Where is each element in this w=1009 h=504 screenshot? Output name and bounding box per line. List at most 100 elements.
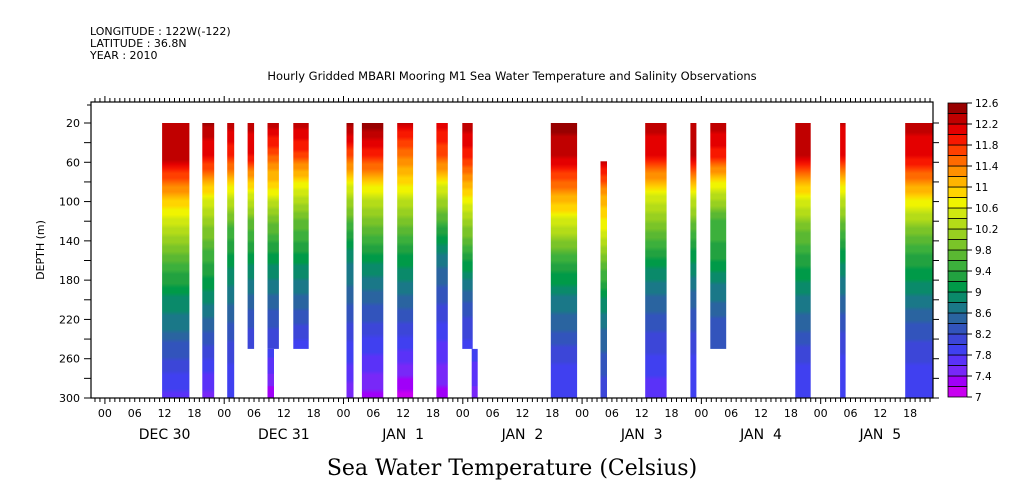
x-tick-label: 06 — [247, 407, 261, 420]
colorbar-swatch — [947, 302, 968, 314]
observation-column-obs-5a — [267, 123, 279, 349]
y-tick-label: 260 — [59, 353, 80, 366]
colorbar-label: 10.2 — [975, 224, 998, 236]
x-tick-label: 18 — [784, 407, 798, 420]
x-day-label: JAN 2 — [501, 427, 544, 443]
colorbar-label: 7.8 — [975, 350, 992, 362]
x-tick-label: 12 — [396, 407, 410, 420]
x-tick-label: 12 — [158, 407, 172, 420]
y-tick-label: 20 — [66, 117, 80, 130]
x-tick-label: 06 — [843, 407, 857, 420]
x-tick-label: 12 — [754, 407, 768, 420]
observation-column-obs-13 — [600, 161, 607, 398]
observation-column-obs-2 — [202, 123, 215, 398]
observation-column-obs-7 — [346, 123, 354, 398]
x-tick-label: 18 — [187, 407, 201, 420]
x-day-label: JAN 3 — [620, 427, 663, 443]
colorbar-label: 9.4 — [975, 266, 992, 278]
colorbar-swatch — [947, 386, 968, 398]
x-tick-label: 18 — [903, 407, 917, 420]
observation-column-obs-19 — [905, 123, 933, 398]
colorbar-label: 9 — [975, 287, 982, 299]
x-tick-label: 00 — [694, 407, 708, 420]
colorbar-swatch — [947, 323, 968, 335]
colorbar-label: 11.4 — [975, 161, 999, 173]
observation-column-obs-18 — [840, 123, 846, 398]
colorbar-swatch — [947, 375, 968, 387]
colorbar-swatch — [947, 186, 968, 198]
y-tick-label: 100 — [59, 196, 80, 209]
x-tick-label: 12 — [635, 407, 649, 420]
x-tick-label: 00 — [575, 407, 589, 420]
colorbar-label: 8.6 — [975, 308, 992, 320]
longitude-label: LONGITUDE : 122W(-122) — [90, 25, 231, 38]
colorbar-swatch — [947, 218, 968, 230]
colorbar-swatch — [947, 155, 968, 167]
observation-column-obs-16 — [710, 123, 727, 349]
observation-column-obs-6 — [293, 123, 309, 349]
colorbar-swatch — [947, 260, 968, 272]
x-tick-label: 18 — [307, 407, 321, 420]
x-tick-label: 00 — [217, 407, 231, 420]
colorbar-swatch — [947, 365, 968, 377]
colorbar-swatch — [947, 228, 968, 240]
colorbar-label: 9.8 — [975, 245, 992, 257]
x-tick-label: 06 — [724, 407, 738, 420]
x-tick-label: 00 — [456, 407, 470, 420]
latitude-label: LATITUDE : 36.8N — [90, 37, 187, 50]
x-tick-label: 12 — [277, 407, 291, 420]
colorbar-label: 12.2 — [975, 119, 998, 131]
colorbar-label: 11 — [975, 182, 988, 194]
y-axis-ticks: 20 60 100 140 180 220 260 300 — [59, 104, 939, 405]
x-tick-label: 00 — [98, 407, 112, 420]
colorbar-swatch — [947, 176, 968, 188]
y-axis-title: DEPTH (m) — [34, 220, 47, 280]
colorbar-swatch — [947, 333, 968, 345]
colorbar-swatch — [947, 344, 968, 356]
colorbar-swatch — [947, 197, 968, 209]
y-tick-label: 180 — [59, 274, 80, 287]
colorbar-label: 8.2 — [975, 329, 992, 341]
x-day-label: DEC 30 — [139, 427, 191, 443]
x-tick-label: 06 — [486, 407, 500, 420]
observation-column-obs-11a — [462, 123, 473, 349]
observation-column-obs-1 — [162, 123, 190, 398]
x-tick-label: 18 — [665, 407, 679, 420]
x-day-label: JAN 5 — [858, 427, 901, 443]
colorbar-swatch — [947, 312, 968, 324]
colorbar-swatch — [947, 123, 968, 135]
colorbar-swatch — [947, 113, 968, 125]
colorbar-label: 11.8 — [975, 140, 998, 152]
x-day-label: JAN 4 — [739, 427, 782, 443]
colorbar-swatch — [947, 102, 968, 114]
colorbar-swatch — [947, 291, 968, 303]
observation-column-obs-15 — [690, 123, 697, 398]
x-tick-label: 06 — [128, 407, 142, 420]
x-tick-label: 00 — [337, 407, 351, 420]
observation-column-obs-5b — [267, 348, 274, 398]
data-layer — [162, 123, 933, 398]
y-tick-label: 60 — [66, 156, 80, 169]
x-tick-label: 18 — [426, 407, 440, 420]
colorbar-label: 12.6 — [975, 98, 999, 110]
colorbar-swatch — [947, 134, 968, 146]
observation-column-obs-8 — [361, 123, 384, 398]
colorbar-swatch — [947, 281, 968, 293]
colorbar-swatch — [947, 249, 968, 261]
y-tick-label: 300 — [59, 392, 80, 405]
colorbar-swatch — [947, 270, 968, 282]
colorbar-label: 10.6 — [975, 203, 999, 215]
colorbar-swatch — [947, 354, 968, 366]
x-tick-label: 12 — [515, 407, 529, 420]
observation-column-obs-17 — [795, 123, 811, 398]
y-tick-label: 220 — [59, 313, 80, 326]
observation-column-obs-4 — [247, 123, 255, 349]
observation-column-obs-11b — [471, 348, 478, 398]
x-tick-label: 12 — [873, 407, 887, 420]
colorbar-swatch — [947, 165, 968, 177]
colorbar: 12.6 12.2 11.8 11.4 11 10.6 10.2 9.8 9.4 9 8.6 8.2 7… — [947, 98, 999, 404]
observation-column-obs-14 — [645, 123, 667, 398]
colorbar-swatch — [947, 239, 968, 251]
observation-column-obs-3 — [227, 123, 235, 398]
